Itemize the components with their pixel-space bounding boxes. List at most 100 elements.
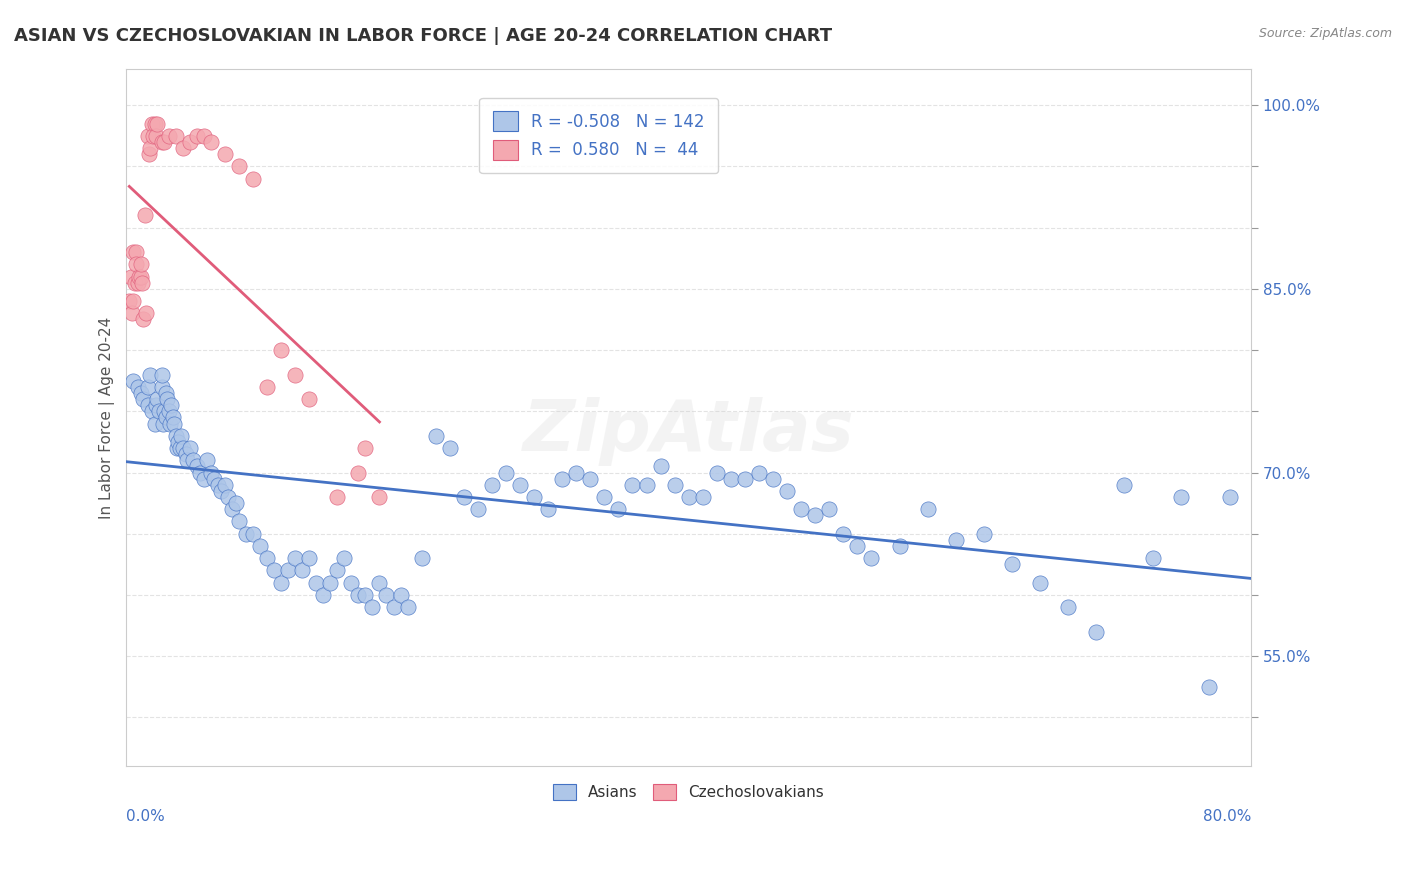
Point — [129, 257, 152, 271]
Point — [181, 453, 204, 467]
Point — [157, 128, 180, 143]
Point — [157, 404, 180, 418]
Point — [347, 588, 370, 602]
Point — [375, 588, 398, 602]
Point — [207, 477, 229, 491]
Point — [139, 368, 162, 382]
Point — [174, 447, 197, 461]
Point — [200, 135, 222, 149]
Point — [132, 312, 155, 326]
Point — [551, 472, 574, 486]
Point — [270, 343, 292, 357]
Point — [193, 472, 215, 486]
Point — [319, 575, 342, 590]
Point — [467, 502, 489, 516]
Point — [221, 502, 243, 516]
Point — [132, 392, 155, 406]
Point — [193, 128, 215, 143]
Point — [122, 374, 145, 388]
Point — [368, 490, 391, 504]
Point — [1085, 624, 1108, 639]
Point — [160, 398, 183, 412]
Point — [225, 496, 247, 510]
Point — [593, 490, 616, 504]
Text: Source: ZipAtlas.com: Source: ZipAtlas.com — [1258, 27, 1392, 40]
Point — [122, 245, 145, 260]
Point — [139, 141, 162, 155]
Point — [396, 600, 419, 615]
Point — [382, 600, 405, 615]
Point — [165, 429, 187, 443]
Point — [860, 551, 883, 566]
Point — [650, 459, 672, 474]
Point — [917, 502, 939, 516]
Point — [153, 404, 176, 418]
Point — [163, 417, 186, 431]
Point — [121, 306, 143, 320]
Point — [217, 490, 239, 504]
Point — [354, 441, 377, 455]
Point — [146, 392, 169, 406]
Point — [277, 564, 299, 578]
Point — [305, 575, 328, 590]
Point — [664, 477, 686, 491]
Point — [312, 588, 335, 602]
Point — [249, 539, 271, 553]
Point — [776, 483, 799, 498]
Point — [214, 477, 236, 491]
Point — [263, 564, 285, 578]
Point — [214, 147, 236, 161]
Point — [347, 466, 370, 480]
Point — [973, 526, 995, 541]
Point — [818, 502, 841, 516]
Point — [128, 269, 150, 284]
Point — [134, 209, 156, 223]
Point — [298, 551, 321, 566]
Point — [135, 306, 157, 320]
Point — [145, 128, 167, 143]
Point — [1057, 600, 1080, 615]
Point — [146, 117, 169, 131]
Point — [832, 526, 855, 541]
Point — [150, 135, 173, 149]
Point — [1114, 477, 1136, 491]
Point — [270, 575, 292, 590]
Point — [846, 539, 869, 553]
Point — [242, 171, 264, 186]
Point — [125, 257, 148, 271]
Point — [256, 380, 278, 394]
Point — [1142, 551, 1164, 566]
Point — [1170, 490, 1192, 504]
Point — [142, 128, 165, 143]
Point — [509, 477, 531, 491]
Point — [354, 588, 377, 602]
Point — [162, 410, 184, 425]
Point — [122, 294, 145, 309]
Point — [692, 490, 714, 504]
Point — [495, 466, 517, 480]
Point — [340, 575, 363, 590]
Point — [228, 515, 250, 529]
Point — [790, 502, 813, 516]
Point — [1001, 558, 1024, 572]
Point — [523, 490, 546, 504]
Text: ASIAN VS CZECHOSLOVAKIAN IN LABOR FORCE | AGE 20-24 CORRELATION CHART: ASIAN VS CZECHOSLOVAKIAN IN LABOR FORCE … — [14, 27, 832, 45]
Point — [188, 466, 211, 480]
Point — [389, 588, 412, 602]
Point — [889, 539, 911, 553]
Point — [172, 141, 194, 155]
Point — [155, 410, 177, 425]
Point — [150, 380, 173, 394]
Point — [186, 459, 208, 474]
Point — [176, 453, 198, 467]
Point — [150, 368, 173, 382]
Point — [165, 128, 187, 143]
Point — [186, 128, 208, 143]
Text: 80.0%: 80.0% — [1202, 809, 1251, 824]
Point — [200, 466, 222, 480]
Point — [579, 472, 602, 486]
Text: 0.0%: 0.0% — [127, 809, 166, 824]
Text: ZipAtlas: ZipAtlas — [523, 397, 855, 466]
Point — [361, 600, 384, 615]
Point — [143, 117, 166, 131]
